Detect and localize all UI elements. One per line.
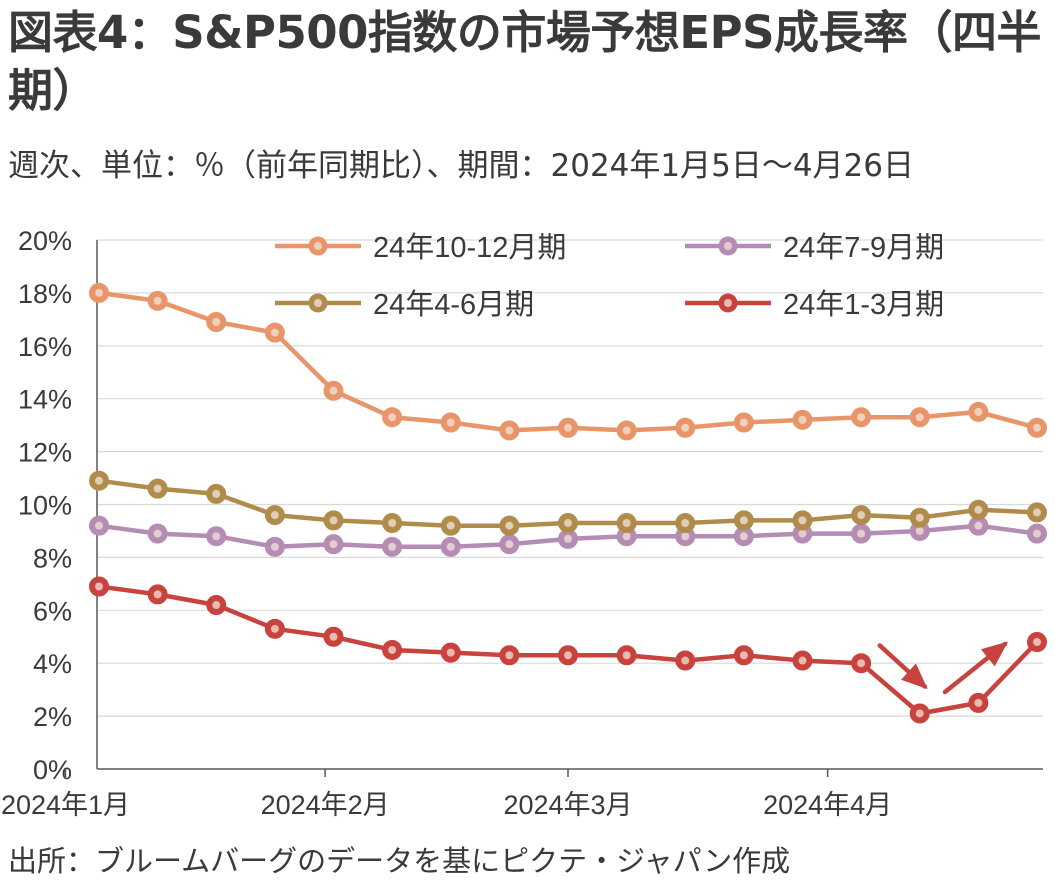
data-point-highlight <box>95 521 103 530</box>
data-point-highlight <box>564 519 572 528</box>
legend-label-q4: 24年10-12月期 <box>373 231 566 264</box>
x-tick-label: 2024年4月 <box>763 790 892 820</box>
data-point-highlight <box>153 529 162 538</box>
data-point-highlight <box>857 511 866 520</box>
data-point-highlight <box>798 516 807 525</box>
legend-label-q2: 24年4-6月期 <box>373 288 534 321</box>
data-point-highlight <box>270 624 279 633</box>
data-point-highlight <box>622 532 631 541</box>
data-point-highlight <box>270 328 279 337</box>
data-point-highlight <box>446 418 455 427</box>
x-tick-label: 2024年2月 <box>261 790 390 820</box>
data-point-highlight <box>212 317 221 326</box>
legend-marker-highlight <box>724 242 732 250</box>
data-point-highlight <box>388 413 397 422</box>
legend-label-q1: 24年1-3月期 <box>783 288 944 321</box>
data-point-highlight <box>1033 508 1041 517</box>
chart-subtitle: 週次、単位：％（前年同期比）、期間：2024年1月5日～4月26日 <box>8 148 915 184</box>
data-point-highlight <box>739 532 748 541</box>
data-point-highlight <box>212 532 221 541</box>
data-point-highlight <box>153 296 162 305</box>
data-point-highlight <box>622 519 631 528</box>
data-point-highlight <box>388 519 397 528</box>
data-point-highlight <box>681 532 690 541</box>
data-point-highlight <box>739 516 748 525</box>
data-point-highlight <box>974 505 983 514</box>
data-point-highlight <box>446 521 455 530</box>
y-tick-label: 18% <box>18 279 72 309</box>
y-tick-label: 2% <box>33 702 72 732</box>
legend-marker-highlight <box>314 242 322 250</box>
data-point-highlight <box>564 534 572 543</box>
y-tick-label: 12% <box>18 438 72 468</box>
data-point-highlight <box>153 484 162 493</box>
data-point-highlight <box>1033 529 1041 538</box>
y-tick-label: 16% <box>18 332 72 362</box>
y-tick-label: 4% <box>33 649 72 679</box>
data-point-highlight <box>915 709 924 718</box>
data-point-highlight <box>329 516 338 525</box>
data-point-highlight <box>95 288 103 297</box>
source-note: 出所：ブルームバーグのデータを基にピクテ・ジャパン作成 <box>8 844 791 878</box>
data-point-highlight <box>798 529 807 538</box>
data-point-highlight <box>739 418 748 427</box>
data-point-highlight <box>212 601 221 610</box>
data-point-highlight <box>270 542 279 551</box>
data-point-highlight <box>739 651 748 660</box>
legend-label-q3: 24年7-9月期 <box>783 231 944 264</box>
data-point-highlight <box>95 476 103 485</box>
y-tick-label: 6% <box>33 596 72 626</box>
legend-marker-highlight <box>724 299 732 307</box>
data-point-highlight <box>1033 423 1041 432</box>
data-point-highlight <box>681 656 690 665</box>
data-point-highlight <box>1033 638 1041 647</box>
data-point-highlight <box>915 513 924 522</box>
data-point-highlight <box>388 542 397 551</box>
data-point-highlight <box>446 648 455 657</box>
data-point-highlight <box>329 386 338 395</box>
legend-marker-highlight <box>314 299 322 307</box>
data-point-highlight <box>681 519 690 528</box>
y-tick-label: 10% <box>18 491 72 521</box>
data-point-highlight <box>564 651 572 660</box>
data-point-highlight <box>505 426 514 435</box>
annotation-arrow-up-head <box>980 641 1009 667</box>
data-point-highlight <box>857 659 866 668</box>
data-point-highlight <box>974 521 983 530</box>
data-point-highlight <box>681 423 690 432</box>
y-tick-label: 20% <box>18 226 72 256</box>
y-tick-label: 8% <box>33 543 72 573</box>
data-point-highlight <box>798 656 807 665</box>
data-point-highlight <box>622 426 631 435</box>
data-point-highlight <box>388 645 397 654</box>
data-point-highlight <box>915 526 924 535</box>
data-point-highlight <box>857 529 866 538</box>
data-point-highlight <box>446 542 455 551</box>
data-point-highlight <box>270 511 279 520</box>
data-point-highlight <box>153 590 162 599</box>
data-point-highlight <box>974 698 983 707</box>
data-point-highlight <box>505 540 514 549</box>
data-point-highlight <box>857 413 866 422</box>
data-point-highlight <box>974 407 983 416</box>
data-point-highlight <box>798 415 807 424</box>
data-point-highlight <box>95 582 103 591</box>
data-point-highlight <box>505 521 514 530</box>
data-point-highlight <box>329 632 338 641</box>
data-point-highlight <box>212 489 221 498</box>
data-point-highlight <box>564 423 572 432</box>
x-tick-label: 2024年3月 <box>503 790 632 820</box>
y-tick-label: 14% <box>18 385 72 415</box>
chart-title: 図表4：S&P500指数の市場予想EPS成長率（四半期） <box>8 6 1042 117</box>
data-point-highlight <box>915 413 924 422</box>
data-point-highlight <box>505 651 514 660</box>
data-point-highlight <box>329 540 338 549</box>
x-tick-label: 2024年1月 <box>1 790 130 820</box>
annotation-arrow-down-head <box>901 663 928 690</box>
data-point-highlight <box>622 651 631 660</box>
